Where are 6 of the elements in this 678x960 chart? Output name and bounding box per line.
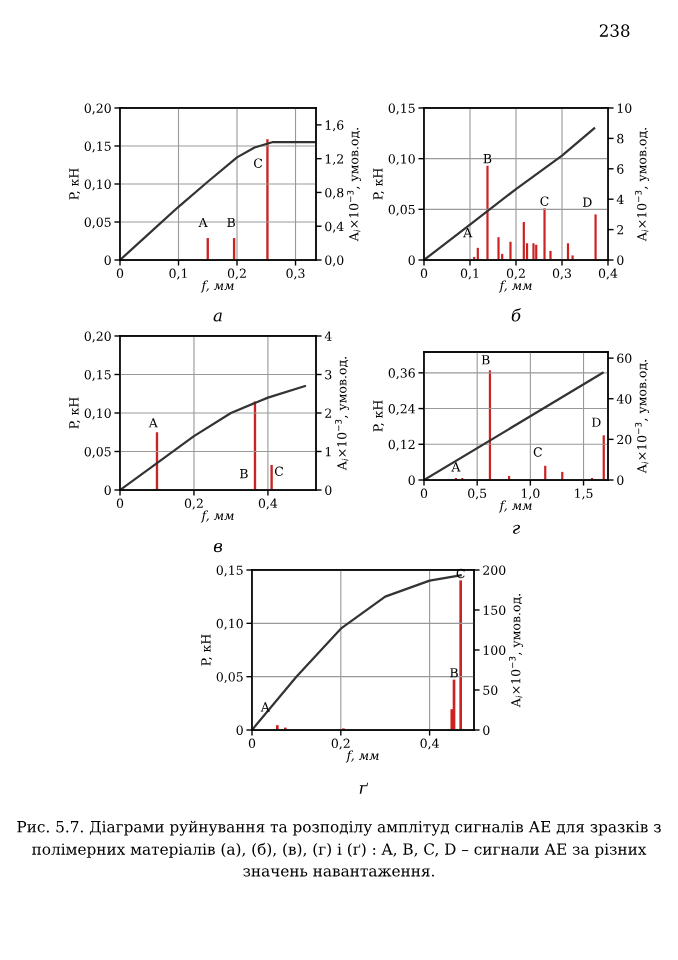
- text: г: [512, 524, 520, 534]
- text: ґ: [359, 782, 369, 794]
- text: 238: [599, 24, 630, 37]
- text: а: [213, 312, 222, 322]
- text: б: [511, 308, 522, 322]
- text: в: [213, 543, 223, 553]
